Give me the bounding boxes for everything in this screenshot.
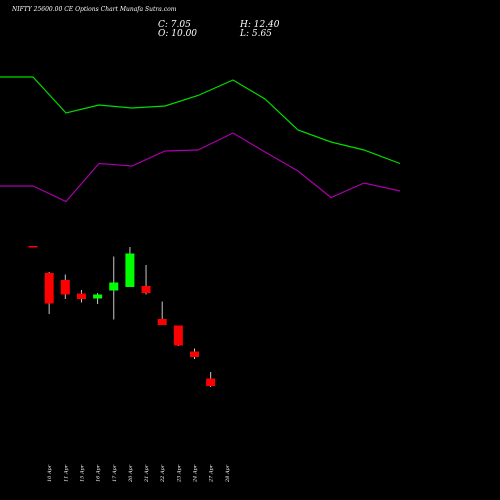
chart-title: NIFTY 25600.00 CE Options Chart Munafa S…: [12, 6, 177, 13]
x-tick-label: 16 Apr: [96, 464, 102, 482]
lower-band-line: [0, 132, 401, 203]
candle-body: [44, 273, 54, 304]
x-tick-label: 17 Apr: [112, 464, 118, 482]
candle-body: [60, 280, 70, 295]
candle-body: [173, 325, 183, 346]
candle-body: [141, 286, 151, 293]
low-value: L: 5.65: [240, 29, 272, 39]
candle-body: [109, 282, 119, 291]
x-tick-label: 20 Apr: [128, 464, 134, 483]
candle-body: [28, 246, 38, 248]
x-tick-label: 11 Apr: [63, 464, 69, 482]
close-value: C: 7.05: [158, 20, 191, 30]
candle-body: [125, 253, 135, 287]
open-value: O: 10.00: [158, 29, 198, 39]
high-value: H: 12.40: [240, 20, 280, 30]
candle-body: [76, 293, 86, 299]
x-tick-label: 15 Apr: [79, 464, 85, 482]
x-tick-label: 22 Apr: [160, 464, 166, 483]
candle-body: [157, 319, 167, 325]
candle-body: [93, 294, 103, 299]
x-tick-label: 27 Apr: [209, 464, 215, 483]
x-tick-label: 21 Apr: [144, 464, 150, 483]
candle-body: [206, 378, 216, 386]
candle-body: [190, 351, 199, 357]
x-tick-label: 10 Apr: [47, 464, 53, 482]
upper-band-line: [0, 76, 401, 165]
x-tick-label: 24 Apr: [193, 464, 199, 483]
x-tick-label: 28 Apr: [225, 464, 231, 483]
x-tick-label: 23 Apr: [176, 464, 182, 483]
